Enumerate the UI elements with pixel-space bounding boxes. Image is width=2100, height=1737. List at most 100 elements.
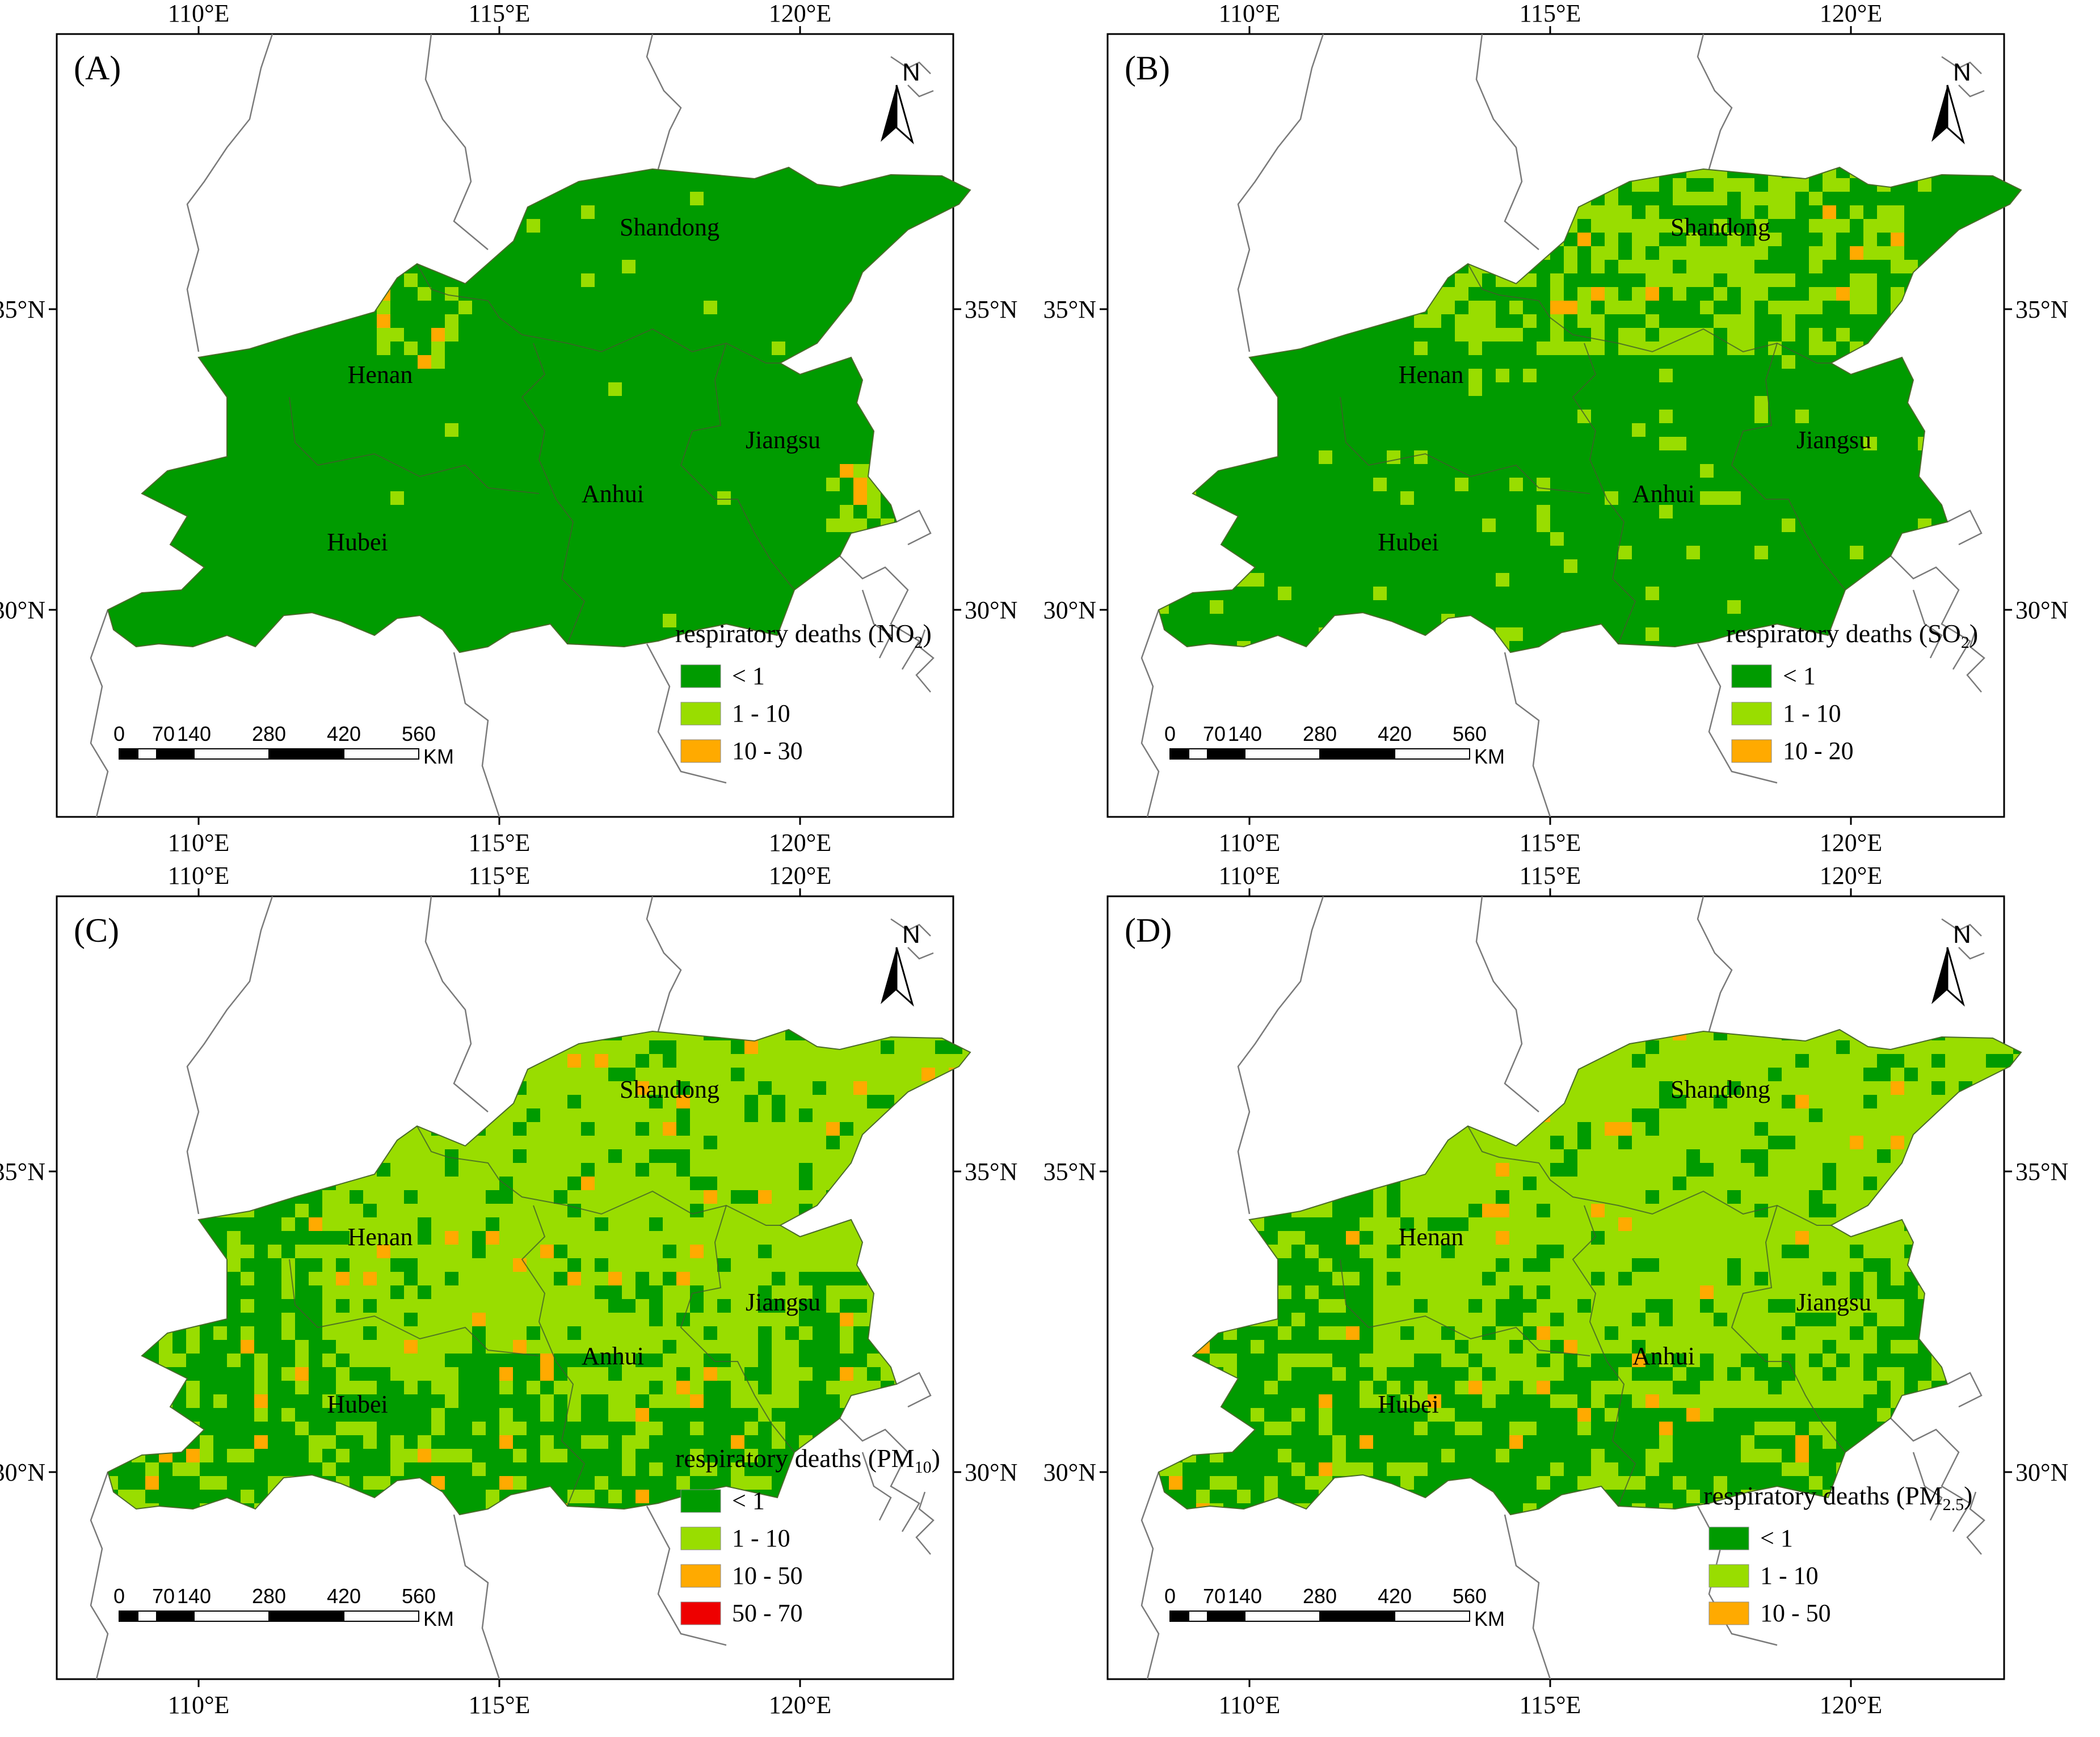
raster-cell	[1727, 1285, 1741, 1299]
raster-cell	[1482, 1245, 1496, 1258]
raster-cell	[921, 1054, 935, 1068]
raster-cell	[1959, 1040, 1972, 1054]
raster-cell	[690, 1108, 704, 1122]
raster-cell	[1482, 328, 1496, 342]
raster-cell	[1686, 1258, 1700, 1272]
raster-cell	[1850, 273, 1863, 287]
raster-cell	[1509, 328, 1523, 342]
raster-cell	[1428, 1299, 1441, 1313]
raster-cell	[1496, 1163, 1509, 1177]
raster-cell	[1618, 1163, 1632, 1177]
raster-cell	[1809, 328, 1823, 342]
raster-cell	[418, 1177, 431, 1190]
raster-cell	[1823, 1231, 1836, 1245]
raster-cell	[458, 1449, 472, 1462]
raster-cell	[1768, 1449, 1782, 1462]
raster-cell	[431, 1285, 445, 1299]
raster-cell	[1836, 1136, 1850, 1149]
admin-boundary-line	[1890, 1418, 1971, 1532]
raster-cell	[1496, 369, 1509, 382]
raster-cell	[717, 1108, 731, 1122]
raster-cell	[1741, 1136, 1754, 1149]
raster-cell	[445, 1285, 458, 1299]
admin-boundary-line	[915, 629, 935, 693]
raster-cell	[962, 1313, 970, 1326]
raster-cell	[772, 1381, 785, 1394]
raster-cell	[622, 1095, 636, 1108]
raster-cell	[1700, 1285, 1714, 1299]
raster-cell	[690, 1462, 704, 1476]
raster-cell	[1496, 1231, 1509, 1245]
raster-cell	[1400, 1299, 1414, 1313]
raster-cell	[772, 1258, 785, 1272]
raster-cell	[527, 1136, 540, 1149]
province-boundary-line	[1572, 1205, 1636, 1507]
lon-label-bottom: 110°E	[168, 829, 230, 857]
raster-cell	[1509, 627, 1523, 641]
raster-cell	[1400, 1394, 1414, 1408]
raster-cell	[1659, 219, 1673, 233]
raster-cell	[527, 1285, 540, 1299]
raster-cell	[1319, 1408, 1332, 1422]
scale-tick-label: 560	[1453, 1584, 1487, 1608]
raster-cell	[1727, 1163, 1741, 1177]
raster-cell	[513, 1163, 527, 1177]
admin-boundary-line	[453, 652, 500, 817]
raster-cell	[608, 1108, 622, 1122]
raster-cell	[445, 1177, 458, 1190]
admin-boundary-line	[861, 1452, 892, 1521]
raster-cell	[636, 1408, 649, 1422]
raster-cell	[390, 1449, 404, 1462]
raster-cell	[377, 1326, 390, 1340]
raster-cell	[1632, 287, 1646, 301]
raster-cell	[962, 1108, 970, 1122]
raster-cell	[1468, 342, 1482, 355]
raster-cell	[336, 1217, 350, 1231]
raster-cell	[1646, 1177, 1659, 1190]
raster-cell	[663, 1326, 676, 1340]
raster-cell	[785, 1040, 799, 1054]
scale-tick-label: 140	[177, 1584, 211, 1608]
raster-cell	[1809, 1394, 1823, 1408]
raster-cell	[1400, 1258, 1414, 1272]
raster-cell	[581, 1081, 595, 1095]
scale-segment	[137, 1610, 157, 1622]
raster-cell	[377, 342, 390, 355]
raster-cell	[622, 1177, 636, 1190]
raster-cell	[1537, 1299, 1550, 1313]
raster-cell	[1591, 1177, 1605, 1190]
scale-segment	[268, 1610, 344, 1622]
raster-cell	[1754, 1313, 1768, 1326]
admin-boundary-line	[890, 56, 931, 74]
raster-cell	[513, 1204, 527, 1217]
raster-cell	[758, 1476, 772, 1490]
legend-title: respiratory deaths (PM10)	[675, 1444, 940, 1477]
raster-cell	[1360, 1217, 1373, 1231]
raster-cell	[595, 1054, 608, 1068]
raster-cell	[1782, 355, 1795, 369]
raster-cell	[1714, 1299, 1727, 1313]
raster-cell	[1836, 1326, 1850, 1340]
raster-cell	[1686, 328, 1700, 342]
raster-cell	[1686, 1326, 1700, 1340]
raster-cell	[704, 1299, 717, 1313]
raster-cell	[840, 1136, 853, 1149]
raster-cell	[363, 1177, 377, 1190]
raster-cell	[717, 1149, 731, 1163]
raster-cell	[1414, 1422, 1428, 1435]
admin-boundary-line	[1912, 1452, 1943, 1521]
raster-cell	[1686, 1490, 1700, 1503]
raster-cell	[377, 1313, 390, 1326]
raster-cell	[1509, 1422, 1523, 1435]
raster-cell	[1305, 1285, 1319, 1299]
raster-cell	[404, 1299, 418, 1313]
legend-swatch	[680, 1527, 721, 1550]
raster-cell	[309, 1217, 322, 1231]
province-label-jiangsu: Jiangsu	[746, 426, 820, 454]
raster-cell	[1428, 1231, 1441, 1245]
raster-cell	[1823, 1381, 1836, 1394]
raster-cell	[636, 1422, 649, 1435]
raster-cell	[595, 1272, 608, 1285]
